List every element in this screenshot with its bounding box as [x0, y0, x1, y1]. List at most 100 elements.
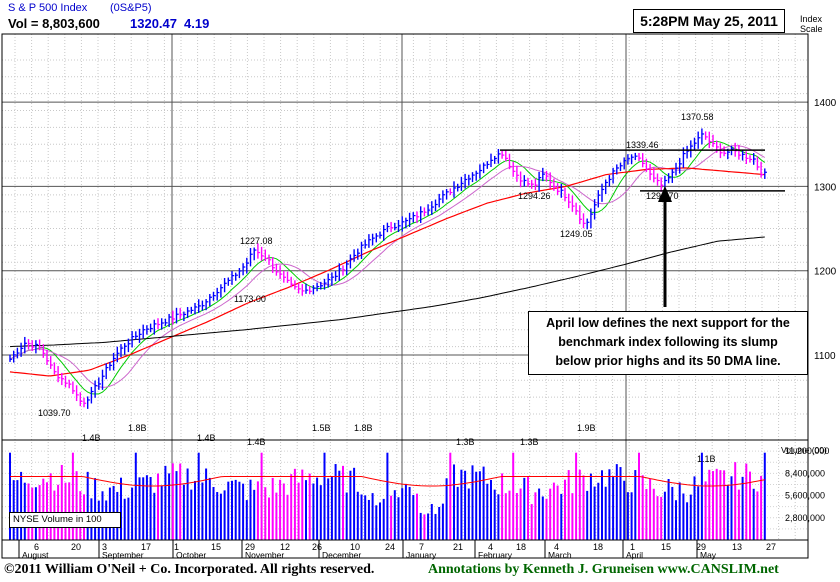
x-day-tick: 15: [661, 542, 671, 552]
volume-peak-label: 1.1B: [697, 454, 716, 464]
volume-bar: [571, 493, 574, 540]
volume-bar: [279, 479, 282, 540]
volume-bar: [290, 474, 293, 540]
x-day-tick: 18: [516, 542, 526, 552]
volume-bar: [560, 493, 563, 540]
volume-bar: [164, 465, 167, 540]
annotation-line-3: below prior highs and its 50 DMA line.: [555, 354, 781, 368]
volume-bar: [652, 488, 655, 540]
volume-bar: [419, 512, 422, 540]
volume-bar: [330, 477, 333, 540]
volume-bar: [430, 503, 433, 540]
y-tick-label: 1400: [814, 98, 837, 109]
volume-bar: [749, 471, 751, 540]
volume-average-line: [10, 476, 765, 487]
volume-bar: [660, 496, 663, 540]
volume-bar: [134, 452, 137, 540]
x-day-tick: 1: [174, 542, 179, 552]
volume-bar: [682, 493, 685, 540]
volume-bar: [301, 469, 304, 540]
volume-bar: [408, 486, 411, 540]
volume-peak-label: 1.8B: [354, 423, 373, 433]
volume-bar: [567, 470, 570, 540]
volume-bar: [64, 482, 67, 540]
volume-average-path: [10, 476, 765, 487]
volume-peak-label: 1.4B: [82, 433, 101, 443]
annotation-line-1: April low defines the next support for t…: [546, 316, 790, 330]
volume-bar: [752, 488, 755, 540]
volume-bar: [552, 482, 555, 540]
volume-bar: [249, 479, 252, 540]
price-label: 1339.46: [626, 140, 659, 150]
volume-bar: [715, 468, 718, 540]
volume-bar: [27, 483, 30, 540]
annotation-line-2: benchmark index following its slump: [558, 335, 778, 349]
volume-bar: [182, 484, 185, 540]
volume-bar: [205, 468, 208, 540]
volume-bar: [693, 476, 696, 540]
volume-bar: [493, 489, 496, 540]
volume-bar: [120, 477, 122, 540]
volume-bar: [615, 464, 618, 540]
price-bars: [9, 128, 767, 409]
volume-bar: [264, 487, 267, 540]
volume-bar: [382, 498, 385, 540]
volume-bar: [504, 493, 507, 540]
volume-bar: [319, 485, 322, 540]
volume-bar: [530, 504, 533, 540]
volume-bar: [260, 452, 263, 540]
volume-bar: [678, 482, 681, 540]
timestamp-box: 5:28PM May 25, 2011: [633, 9, 785, 33]
volume-bar: [515, 492, 518, 540]
annotation-credit: Annotations by Kenneth J. Gruneisen www.…: [428, 562, 779, 577]
volume-bar: [275, 492, 278, 540]
x-month-label: April: [626, 550, 643, 560]
volume-bar: [582, 475, 585, 540]
volume-bar: [649, 478, 652, 540]
volume-bar: [549, 488, 552, 540]
volume-axis-title: Volume (00): [781, 445, 827, 455]
index-symbol: (0S&P5): [110, 2, 152, 14]
volume-bar: [471, 465, 474, 540]
x-month-label: February: [478, 550, 513, 560]
volume-bar: [175, 471, 178, 540]
major-grid-lines: [2, 34, 808, 540]
x-month-label: November: [245, 550, 284, 560]
volume-bar: [745, 463, 748, 540]
volume-readout: Vol = 8,803,600: [8, 16, 100, 31]
scale-label-index: Index: [800, 14, 823, 24]
volume-bar: [656, 496, 659, 540]
volume-bar: [589, 473, 592, 540]
volume-bar: [305, 480, 307, 540]
volume-bar: [412, 494, 415, 540]
volume-bar: [645, 488, 648, 540]
volume-bar: [512, 452, 515, 540]
volume-bar: [293, 468, 296, 540]
volume-bar: [375, 505, 378, 540]
x-day-tick: 6: [34, 542, 39, 552]
volume-bar: [641, 475, 644, 540]
volume-bar: [271, 477, 274, 540]
volume-bar: [364, 495, 367, 540]
volume-bar: [490, 479, 492, 540]
volume-tick-label: 11,200,000: [785, 446, 829, 456]
volume-bar: [367, 499, 370, 540]
volume-bar: [20, 471, 23, 540]
volume-bar: [730, 476, 733, 540]
volume-tick-label: 2,800,000: [785, 513, 825, 523]
volume-bar: [634, 470, 637, 540]
volume-bar: [482, 466, 485, 540]
volume-bar: [360, 494, 363, 540]
volume-bar: [578, 469, 581, 540]
volume-bar: [675, 500, 677, 540]
volume-bar: [686, 502, 689, 540]
volume-bar: [527, 476, 529, 540]
x-day-tick: 4: [488, 542, 493, 552]
volume-bar: [168, 473, 171, 540]
volume-peak-label: 1.8B: [128, 423, 147, 433]
volume-bar: [545, 498, 548, 540]
price-label: 1173.00: [234, 294, 266, 304]
volume-bar: [386, 452, 389, 540]
volume-bar: [231, 480, 233, 540]
